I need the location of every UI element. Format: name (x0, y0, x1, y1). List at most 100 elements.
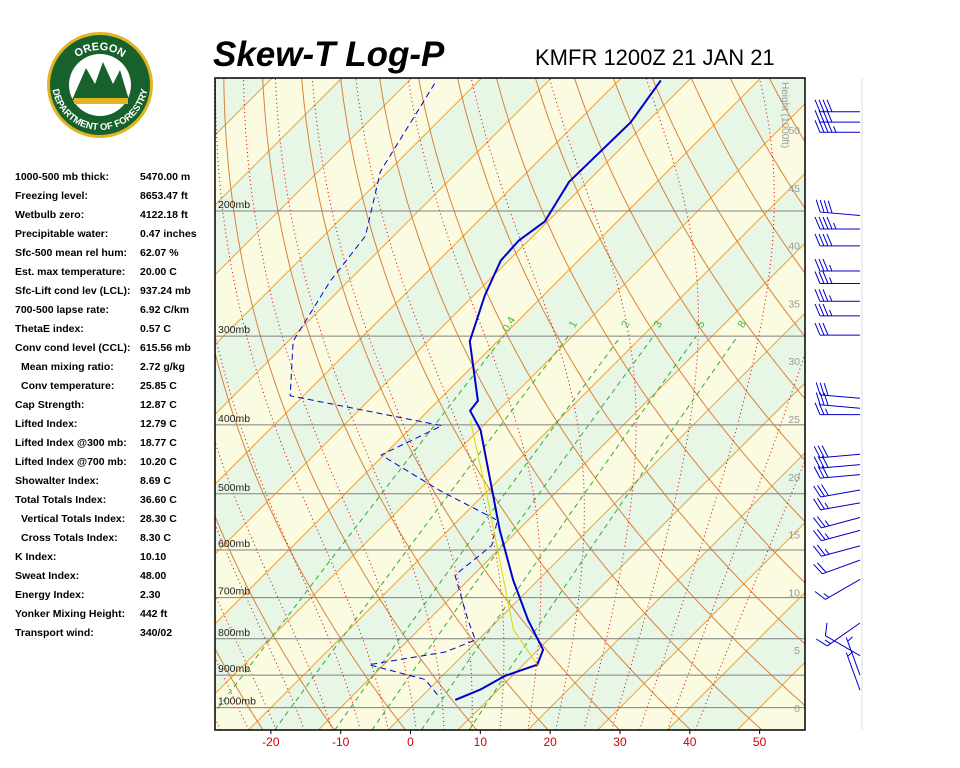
index-value: 442 ft (140, 608, 168, 620)
wind-barb (814, 120, 837, 133)
wind-barb (813, 445, 829, 459)
chart-subtitle: KMFR 1200Z 21 JAN 21 (535, 45, 775, 70)
x-tick-label: 20 (543, 735, 557, 749)
mixing-ratio-line (334, 335, 622, 730)
mixing-ratio-line (468, 335, 739, 730)
wind-barb (814, 402, 829, 415)
isotherm (807, 78, 960, 730)
index-label: Vertical Totals Index: (21, 513, 125, 525)
wind-staff (826, 622, 861, 647)
x-tick-label: 10 (474, 735, 488, 749)
isotherm (215, 103, 805, 695)
index-label: Precipitable water: (15, 228, 108, 240)
wind-barb (814, 271, 833, 284)
wind-staff (820, 453, 861, 459)
wind-barb (816, 638, 831, 647)
dry-adiabat (925, 78, 960, 730)
sounding-line (454, 79, 662, 701)
height-tick-label: 30 (788, 356, 800, 368)
index-value: 8.30 C (140, 532, 171, 544)
plot-frame (214, 77, 806, 731)
index-value: 8.69 C (140, 475, 171, 487)
dry-adiabat (301, 78, 620, 730)
pressure-label: 600mb (218, 538, 250, 550)
isotherm (215, 78, 552, 416)
temperature-band (215, 78, 805, 694)
isotherm (527, 452, 805, 730)
isotherm (215, 78, 413, 276)
index-value: 6.92 C/km (140, 304, 189, 316)
dry-adiabat (262, 78, 549, 730)
index-value: 28.30 C (140, 513, 177, 525)
mixing-ratio-label: 1 (567, 319, 580, 330)
wind-barb (814, 233, 833, 247)
wind-staff (820, 394, 861, 399)
index-value: 0.57 C (140, 323, 171, 335)
index-value: 48.00 (140, 570, 166, 582)
height-tick-label: 10 (788, 587, 800, 599)
wind-barb (814, 289, 833, 302)
wind-staff (825, 635, 861, 657)
indices-table: 1000-500 mb thick: 5470.00 m Freezing leve… (15, 171, 197, 639)
dry-adiabat (847, 78, 960, 730)
isotherm (215, 78, 622, 485)
index-label: Cap Strength: (15, 399, 84, 411)
height-axis-label: Height (1000ft) (779, 82, 790, 148)
index-value: 12.87 C (140, 399, 177, 411)
plot-area: 0.4 1 2 3 5 81000mb900mb800mb700mb600mb500mb4… (215, 78, 960, 730)
index-value: 8653.47 ft (140, 190, 188, 202)
wind-barbs (813, 99, 861, 691)
dry-adiabat (534, 78, 805, 523)
index-label: Conv temperature: (21, 380, 114, 392)
mixing-ratio-label: 2 (619, 319, 632, 330)
moist-adiabat (215, 333, 361, 730)
logo: OREGON DEPARTMENT OF FORESTRY (47, 32, 153, 138)
index-label: Freezing level: (15, 190, 88, 202)
x-tick-label: 0 (407, 735, 414, 749)
wind-staff (822, 559, 861, 575)
wind-staff (821, 545, 861, 557)
dry-adiabat (379, 78, 763, 730)
wind-staff (825, 579, 861, 600)
index-label: Sweat Index: (15, 570, 79, 582)
index-label: Showalter Index: (15, 475, 99, 487)
wind-barb (813, 562, 827, 575)
height-tick-label: 25 (788, 414, 800, 426)
pressure-label: 800mb (218, 627, 250, 639)
index-label: 700-500 lapse rate: (15, 304, 109, 316)
pressure-label: 900mb (218, 663, 250, 675)
index-label: Sfc-500 mean rel hum: (15, 247, 127, 259)
isotherm (457, 382, 805, 730)
chart-title: Skew-T Log-P (213, 35, 445, 74)
height-tick-label: 15 (788, 530, 800, 542)
wind-barb (813, 465, 829, 479)
index-label: ThetaE index: (15, 323, 84, 335)
isotherm (248, 172, 805, 730)
wind-staff (820, 211, 861, 217)
index-value: 5470.00 m (140, 171, 190, 183)
index-label: K Index: (15, 551, 56, 563)
height-tick-label: 20 (788, 472, 800, 484)
index-label: Cross Totals Index: (21, 532, 118, 544)
wind-staff (820, 464, 861, 469)
pressure-label: 400mb (218, 413, 250, 425)
mixing-ratio-line (215, 335, 505, 713)
logo-trees (72, 62, 129, 100)
wind-staff (821, 529, 861, 542)
wind-barb (814, 322, 829, 336)
dry-adiabat (651, 78, 805, 338)
moist-adiabat (639, 78, 775, 730)
height-tick-label: 40 (788, 241, 800, 253)
moist-adiabat (215, 522, 305, 730)
index-value: 10.10 (140, 551, 166, 563)
wind-staff (845, 652, 861, 691)
dry-adiabat (215, 647, 264, 730)
index-value: 10.20 C (140, 456, 177, 468)
wind-barb (814, 303, 833, 317)
wind-barb (815, 382, 829, 396)
wind-barb (847, 636, 853, 642)
x-tick-label: 30 (613, 735, 627, 749)
index-value: 62.07 % (140, 247, 179, 259)
wind-barb (813, 484, 829, 498)
height-tick-label: 5 (794, 645, 800, 657)
